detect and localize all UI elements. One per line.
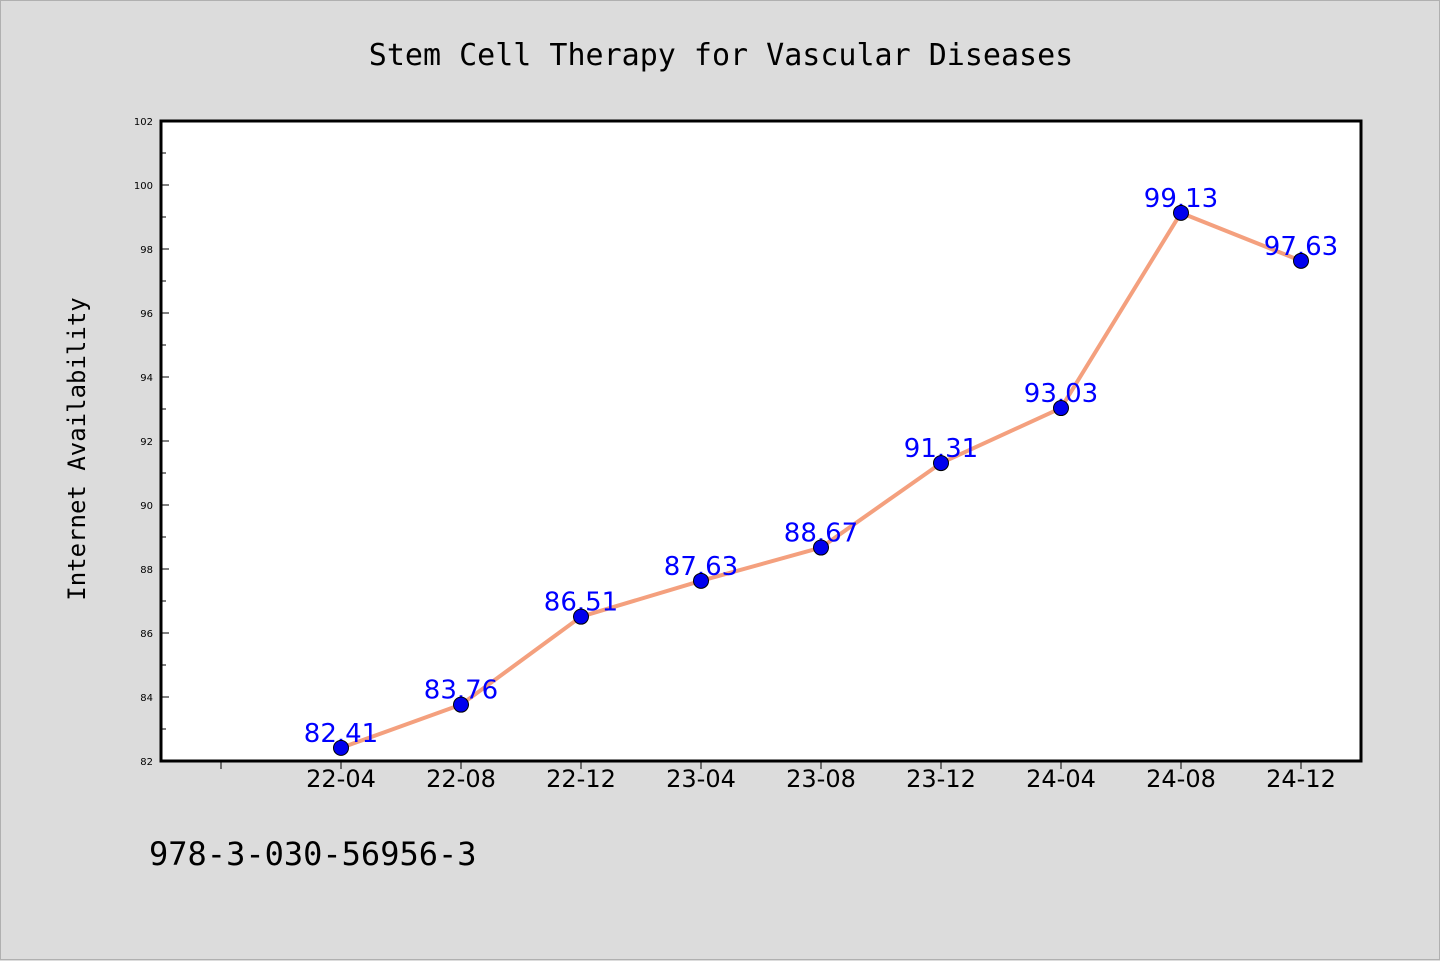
y-tick-label: 82: [140, 757, 153, 768]
x-tick-label: 23-12: [906, 765, 976, 793]
data-point-marker: [1173, 204, 1189, 221]
y-tick-label: 88: [140, 565, 153, 576]
data-point-marker: [573, 608, 589, 625]
x-tick-label: 23-04: [666, 765, 736, 793]
data-point-marker: [1293, 252, 1309, 269]
y-tick-label: 90: [140, 501, 153, 512]
data-point-marker: [933, 455, 949, 472]
data-point-marker: [453, 696, 469, 713]
y-tick-label: 96: [140, 309, 153, 320]
y-tick-label: 84: [140, 693, 153, 704]
y-tick-label: 92: [140, 437, 153, 448]
x-axis: 22-04 22-08 22-12 23-04 23-08 23-12 24-04 24-08…: [220, 761, 1336, 793]
data-series: 82.4183.7686.5187.6388.6791.3193.0399.13…: [304, 184, 1338, 756]
y-tick-label: 98: [140, 245, 153, 256]
data-point-marker: [333, 739, 349, 756]
plot-frame: [159, 119, 1363, 763]
y-tick-label: 94: [140, 373, 153, 384]
y-tick-label: 86: [140, 629, 153, 640]
x-tick-label: 24-12: [1266, 765, 1336, 793]
plot-area: [161, 121, 1361, 761]
y-axis-label: Internet Availability: [63, 297, 91, 600]
data-point-marker: [813, 539, 829, 556]
x-tick-label: 22-04: [306, 765, 376, 793]
data-point-marker: [693, 572, 709, 589]
y-tick-label: 100: [134, 181, 153, 192]
x-tick-label: 24-08: [1146, 765, 1216, 793]
footer-id-text: 978-3-030-56956-3: [149, 835, 477, 873]
data-point-marker: [1053, 400, 1069, 417]
chart-title: Stem Cell Therapy for Vascular Diseases: [369, 38, 1073, 73]
x-tick-label: 24-04: [1026, 765, 1096, 793]
y-tick-label: 102: [134, 117, 153, 128]
x-tick-label: 23-08: [786, 765, 856, 793]
x-tick-label: 22-12: [546, 765, 616, 793]
x-tick-label: 22-08: [426, 765, 496, 793]
